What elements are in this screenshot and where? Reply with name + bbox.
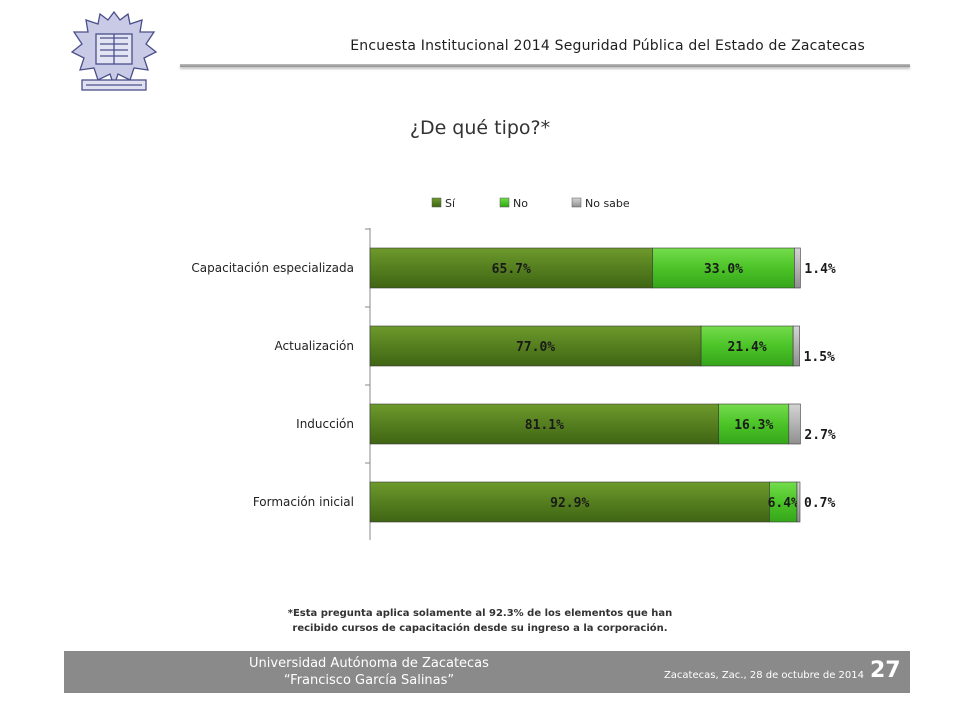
bar-segment	[769, 481, 798, 523]
data-label: 2.7%	[804, 428, 835, 443]
category-label: Inducción	[296, 417, 354, 431]
legend-swatch	[571, 197, 582, 208]
data-label: 81.1%	[525, 418, 564, 433]
footnote: *Esta pregunta aplica solamente al 92.3%…	[200, 606, 760, 636]
legend-swatch	[431, 197, 442, 208]
bar-segment	[794, 247, 801, 289]
bar-segment	[796, 481, 801, 523]
university-subtitle: “Francisco García Salinas”	[283, 673, 455, 688]
category-label: Formación inicial	[253, 495, 354, 509]
category-label: Capacitación especializada	[191, 261, 354, 275]
university-name: Universidad Autónoma de Zacatecas	[249, 656, 489, 671]
footnote-line-2: recibido cursos de capacitación desde su…	[292, 623, 668, 634]
data-label: 1.5%	[804, 350, 835, 365]
legend-swatch	[499, 197, 510, 208]
university-seal-icon	[70, 10, 158, 91]
data-label: 1.4%	[804, 262, 835, 277]
bar-segment	[788, 403, 801, 445]
data-label: 92.9%	[550, 496, 589, 511]
header-title: Encuesta Institucional 2014 Seguridad Pú…	[350, 38, 865, 54]
header-divider	[180, 64, 910, 67]
bar-segment	[652, 247, 795, 289]
footer-bar	[64, 651, 910, 693]
footer-university: Universidad Autónoma de Zacatecas “Franc…	[64, 655, 674, 689]
data-label: 16.3%	[734, 418, 773, 433]
footer-date: Zacatecas, Zac., 28 de octubre de 2014	[663, 670, 864, 681]
stacked-bar-chart: Sí No No sabe Capacitación especializada Ac…	[191, 197, 836, 540]
bar-segment	[369, 325, 702, 367]
data-label: 77.0%	[516, 340, 555, 355]
slide-title: ¿De qué tipo?*	[409, 117, 551, 139]
bar-segment	[700, 325, 794, 367]
footnote-line-1: *Esta pregunta aplica solamente al 92.3%…	[287, 608, 673, 619]
bar-segment	[369, 481, 770, 523]
data-label: 0.7%	[804, 496, 835, 511]
category-label: Actualización	[275, 339, 354, 353]
data-label: 65.7%	[492, 262, 531, 277]
data-label: 21.4%	[728, 340, 767, 355]
bar-segment	[369, 247, 653, 289]
data-label: 6.4%	[768, 496, 799, 511]
bar-segment	[369, 403, 720, 445]
bar-segment	[792, 325, 800, 367]
legend-label: No	[513, 197, 528, 210]
page-number: 27	[870, 658, 901, 683]
data-label: 33.0%	[704, 262, 743, 277]
legend-label: No sabe	[585, 197, 630, 210]
legend-label: Sí	[445, 197, 456, 210]
